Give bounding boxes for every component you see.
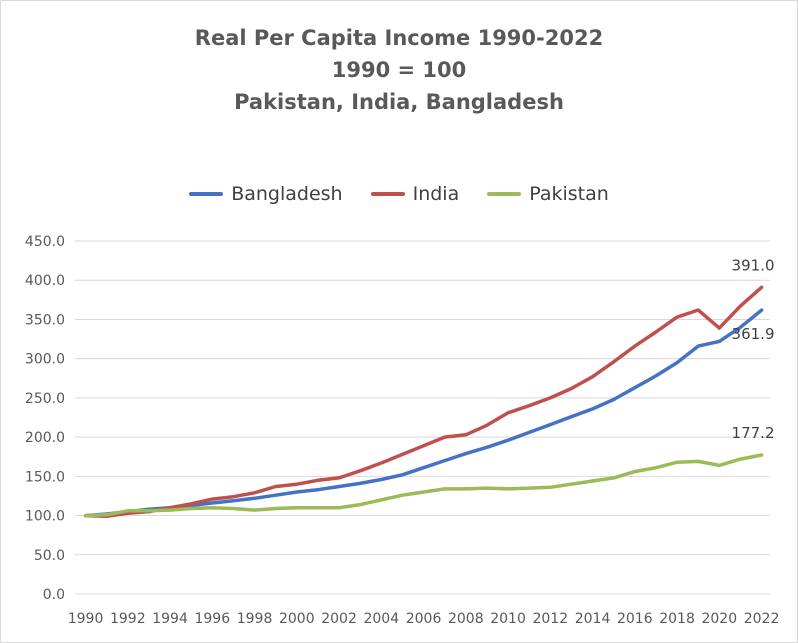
chart-subtitle-2: Pakistan, India, Bangladesh [234,90,564,114]
x-tick-label-2010: 2010 [490,611,526,627]
chart-title: Real Per Capita Income 1990-2022 [194,26,604,50]
x-tick-label-1990: 1990 [68,611,104,627]
x-tick-label-1994: 1994 [152,611,188,627]
data-label-pakistan: 177.2 [732,424,775,442]
y-tick-label-7: 350.0 [25,312,65,328]
y-tick-label-2: 100.0 [25,509,65,525]
x-tick-label-1998: 1998 [237,611,273,627]
x-tick-label-2020: 2020 [701,611,737,627]
legend-item-pakistan: Pakistan [487,183,609,205]
x-tick-label-2000: 2000 [279,611,315,627]
x-tick-label-2022: 2022 [744,611,780,627]
chart-subtitle-1: 1990 = 100 [331,58,467,82]
series-line-bangladesh [83,308,764,518]
legend-swatch-pakistan [487,192,522,196]
legend-label-india: India [412,183,460,205]
x-tick-label-2012: 2012 [532,611,568,627]
chart-legend: Bangladesh India Pakistan [0,183,798,205]
y-tick-label-9: 450.0 [25,234,65,250]
x-tick-label-2002: 2002 [321,611,357,627]
y-tick-label-8: 400.0 [25,273,65,289]
data-label-india: 391.0 [732,256,775,274]
x-tick-label-2006: 2006 [406,611,442,627]
y-tick-label-6: 300.0 [25,352,65,368]
y-tick-label-4: 200.0 [25,430,65,446]
x-tick-label-2016: 2016 [617,611,653,627]
x-tick-label-2004: 2004 [363,611,399,627]
x-tick-label-1996: 1996 [194,611,230,627]
y-tick-label-0: 0.0 [43,587,65,603]
x-tick-label-2018: 2018 [659,611,695,627]
x-tick-label-1992: 1992 [110,611,146,627]
legend-item-bangladesh: Bangladesh [189,183,343,205]
y-tick-label-3: 150.0 [25,469,65,485]
legend-swatch-india [370,192,405,196]
x-tick-label-2014: 2014 [575,611,611,627]
chart-title-block: Real Per Capita Income 1990-2022 1990 = … [0,22,798,118]
series-line-pakistan [83,453,764,518]
y-tick-label-1: 50.0 [34,548,65,564]
x-tick-label-2008: 2008 [448,611,484,627]
y-tick-label-5: 250.0 [25,391,65,407]
series-line-india [83,285,764,519]
data-label-bangladesh: 361.9 [732,325,775,343]
legend-label-pakistan: Pakistan [529,183,609,205]
legend-item-india: India [370,183,460,205]
legend-swatch-bangladesh [189,192,224,196]
legend-label-bangladesh: Bangladesh [231,183,343,205]
